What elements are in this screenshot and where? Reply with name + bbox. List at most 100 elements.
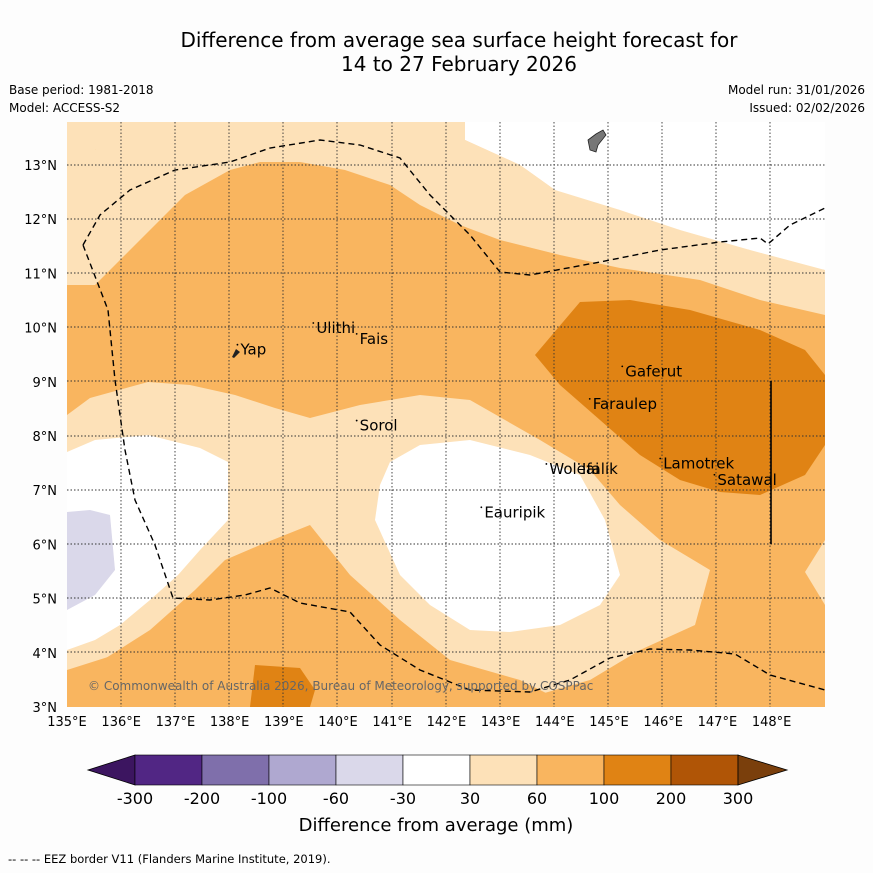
- lon-tick-label: 138°E: [210, 715, 250, 730]
- place-marker: [312, 322, 315, 324]
- model-run: Model run: 31/01/2026: [727, 83, 865, 97]
- colorbar-segment: [469, 754, 538, 786]
- lon-tick-label: 137°E: [156, 715, 196, 730]
- place-marker: [480, 506, 483, 509]
- place-labels: Yap Ulithi Fais Sorol Gaferut Faraulep WoleaiI…: [236, 319, 777, 521]
- colorbar-tick-label: -30: [390, 789, 416, 808]
- colorbar-tick-label: 100: [589, 789, 620, 808]
- place-label: Faraulep: [593, 395, 657, 413]
- lon-tick-label: 142°E: [427, 715, 467, 730]
- lat-tick-label: 3°N: [33, 701, 58, 716]
- lon-tick-label: 139°E: [264, 715, 304, 730]
- colorbar-arrow-high: [737, 754, 789, 786]
- place-label: Yap: [239, 341, 266, 359]
- place-label: Eauripik: [484, 503, 545, 521]
- meta-right: Model run: 31/01/2026 Issued: 02/02/2026: [728, 81, 865, 117]
- eez-border: [82, 139, 825, 693]
- place-label: Fais: [360, 330, 389, 348]
- lon-tick-label: 141°E: [372, 715, 412, 730]
- map-area: © Commonwealth of Australia 2026, Bureau…: [67, 122, 825, 707]
- place-label: Ulithi: [316, 319, 355, 337]
- place-label: Gaferut: [625, 362, 682, 380]
- colorbar-segment: [603, 754, 672, 786]
- guam-island-icon: [587, 129, 607, 153]
- meta-left: Base period: 1981-2018 Model: ACCESS-S2: [9, 81, 154, 117]
- place-marker: [713, 473, 716, 476]
- lat-tick-label: 4°N: [33, 647, 58, 662]
- lat-tick-label: 9°N: [33, 376, 58, 391]
- colorbar-tick-label: 60: [527, 789, 547, 808]
- colorbar-tick-label: 30: [460, 789, 480, 808]
- lon-tick-label: 146°E: [643, 715, 683, 730]
- lat-tick-label: 8°N: [33, 430, 58, 445]
- lon-tick-label: 148°E: [752, 715, 792, 730]
- contour-neutral-west: [67, 435, 228, 650]
- contour-60-100-south: [95, 525, 560, 707]
- lat-tick-label: 5°N: [33, 593, 58, 608]
- place-marker: [659, 457, 662, 460]
- lon-tick-label: 147°E: [698, 715, 738, 730]
- contour-negative-west: [67, 510, 115, 610]
- colorbar-tick-label: 200: [656, 789, 687, 808]
- gridlines: [67, 122, 825, 707]
- colorbar-tick-label: -300: [117, 789, 153, 808]
- lat-tick-label: 12°N: [24, 213, 57, 228]
- colorbar-tick-label: -100: [251, 789, 287, 808]
- title-line-2: 14 to 27 February 2026: [341, 52, 577, 76]
- colorbar-arrow-low: [86, 754, 136, 786]
- colorbar-segment: [268, 754, 337, 786]
- lat-tick-label: 7°N: [33, 484, 58, 499]
- lon-tick-label: 140°E: [318, 715, 358, 730]
- contour-neutral-north: [465, 122, 825, 270]
- eez-legend-text: EEZ border V11 (Flanders Marine Institut…: [43, 852, 331, 866]
- lat-tick-label: 10°N: [24, 322, 57, 337]
- title: Difference from average sea surface heig…: [0, 28, 873, 76]
- place-marker: [578, 463, 580, 465]
- lat-tick-label: 11°N: [24, 267, 57, 282]
- place-marker: [355, 419, 358, 422]
- lat-axis: 3°N 4°N 5°N 6°N 7°N 8°N 9°N 10°N 11°N 12°N 13°N: [24, 159, 57, 716]
- contour-100-200-south: [250, 665, 315, 707]
- place-label: Sorol: [360, 417, 398, 435]
- colorbar-segment: [134, 754, 203, 786]
- colorbar-tick-label: 300: [723, 789, 754, 808]
- contour-30-60-east: [805, 540, 825, 605]
- place-marker: [236, 343, 239, 346]
- place-label: Lamotrek: [663, 455, 734, 473]
- colorbar-tick-label: -60: [323, 789, 349, 808]
- place-marker: [621, 365, 624, 368]
- colorbar-segment: [536, 754, 605, 786]
- colorbar-tick-label: -200: [184, 789, 220, 808]
- yap-island-icon: [232, 349, 240, 358]
- place-label: Ifalik: [582, 460, 618, 478]
- lat-tick-label: 6°N: [33, 538, 58, 553]
- legend-footer: -- -- -- EEZ border V11 (Flanders Marine…: [8, 852, 331, 866]
- colorbar-label: Difference from average (mm): [299, 815, 574, 836]
- lon-axis: 135°E 136°E 137°E 138°E 139°E 140°E 141°E 142°E…: [47, 715, 791, 730]
- model-name: Model: ACCESS-S2: [9, 101, 121, 115]
- lon-tick-label: 136°E: [101, 715, 141, 730]
- colorbar-segment: [402, 754, 471, 786]
- place-marker: [588, 398, 591, 400]
- issued-date: Issued: 02/02/2026: [749, 101, 865, 115]
- colorbar-segment: [335, 754, 404, 786]
- lon-tick-label: 135°E: [47, 715, 87, 730]
- colorbar-segment: [670, 754, 739, 786]
- lon-tick-label: 145°E: [589, 715, 629, 730]
- place-label: Satawal: [717, 471, 776, 489]
- lat-tick-label: 13°N: [24, 159, 57, 174]
- lon-tick-label: 144°E: [535, 715, 575, 730]
- place-marker: [545, 463, 548, 465]
- eez-legend-symbol: -- -- --: [8, 852, 41, 866]
- lon-tick-label: 143°E: [481, 715, 521, 730]
- contour-neutral-central: [375, 440, 620, 632]
- title-line-1: Difference from average sea surface heig…: [180, 28, 738, 52]
- copyright: © Commonwealth of Australia 2026, Bureau…: [88, 679, 593, 693]
- contour-100-200: [535, 300, 825, 495]
- colorbar-segment: [201, 754, 270, 786]
- colorbar: -300 -200 -100 -60 -30 30 60 100 200 300: [86, 754, 789, 808]
- base-period: Base period: 1981-2018: [9, 83, 154, 97]
- place-marker: [355, 332, 358, 335]
- place-label: Woleai: [549, 460, 599, 478]
